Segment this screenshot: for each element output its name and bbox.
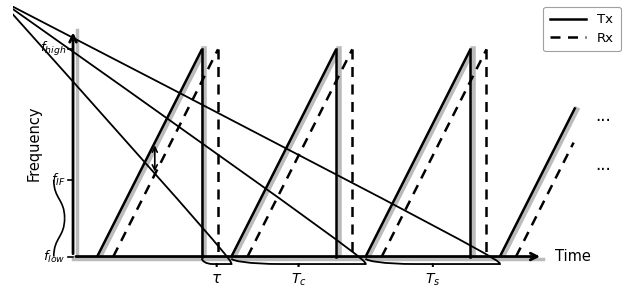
Text: $f_{IF}$: $f_{IF}$	[51, 172, 66, 188]
Text: $T_c$: $T_c$	[291, 271, 307, 287]
Legend: Tx, Rx: Tx, Rx	[543, 7, 621, 51]
Text: $T_s$: $T_s$	[425, 271, 440, 287]
Text: Frequency: Frequency	[26, 105, 42, 181]
Text: ...: ...	[595, 107, 611, 125]
Text: $f_{high}$: $f_{high}$	[40, 40, 66, 58]
Text: ...: ...	[595, 156, 611, 174]
Text: $\tau$: $\tau$	[211, 271, 222, 286]
Text: Time: Time	[555, 249, 591, 264]
Text: $f_{low}$: $f_{low}$	[44, 248, 66, 265]
